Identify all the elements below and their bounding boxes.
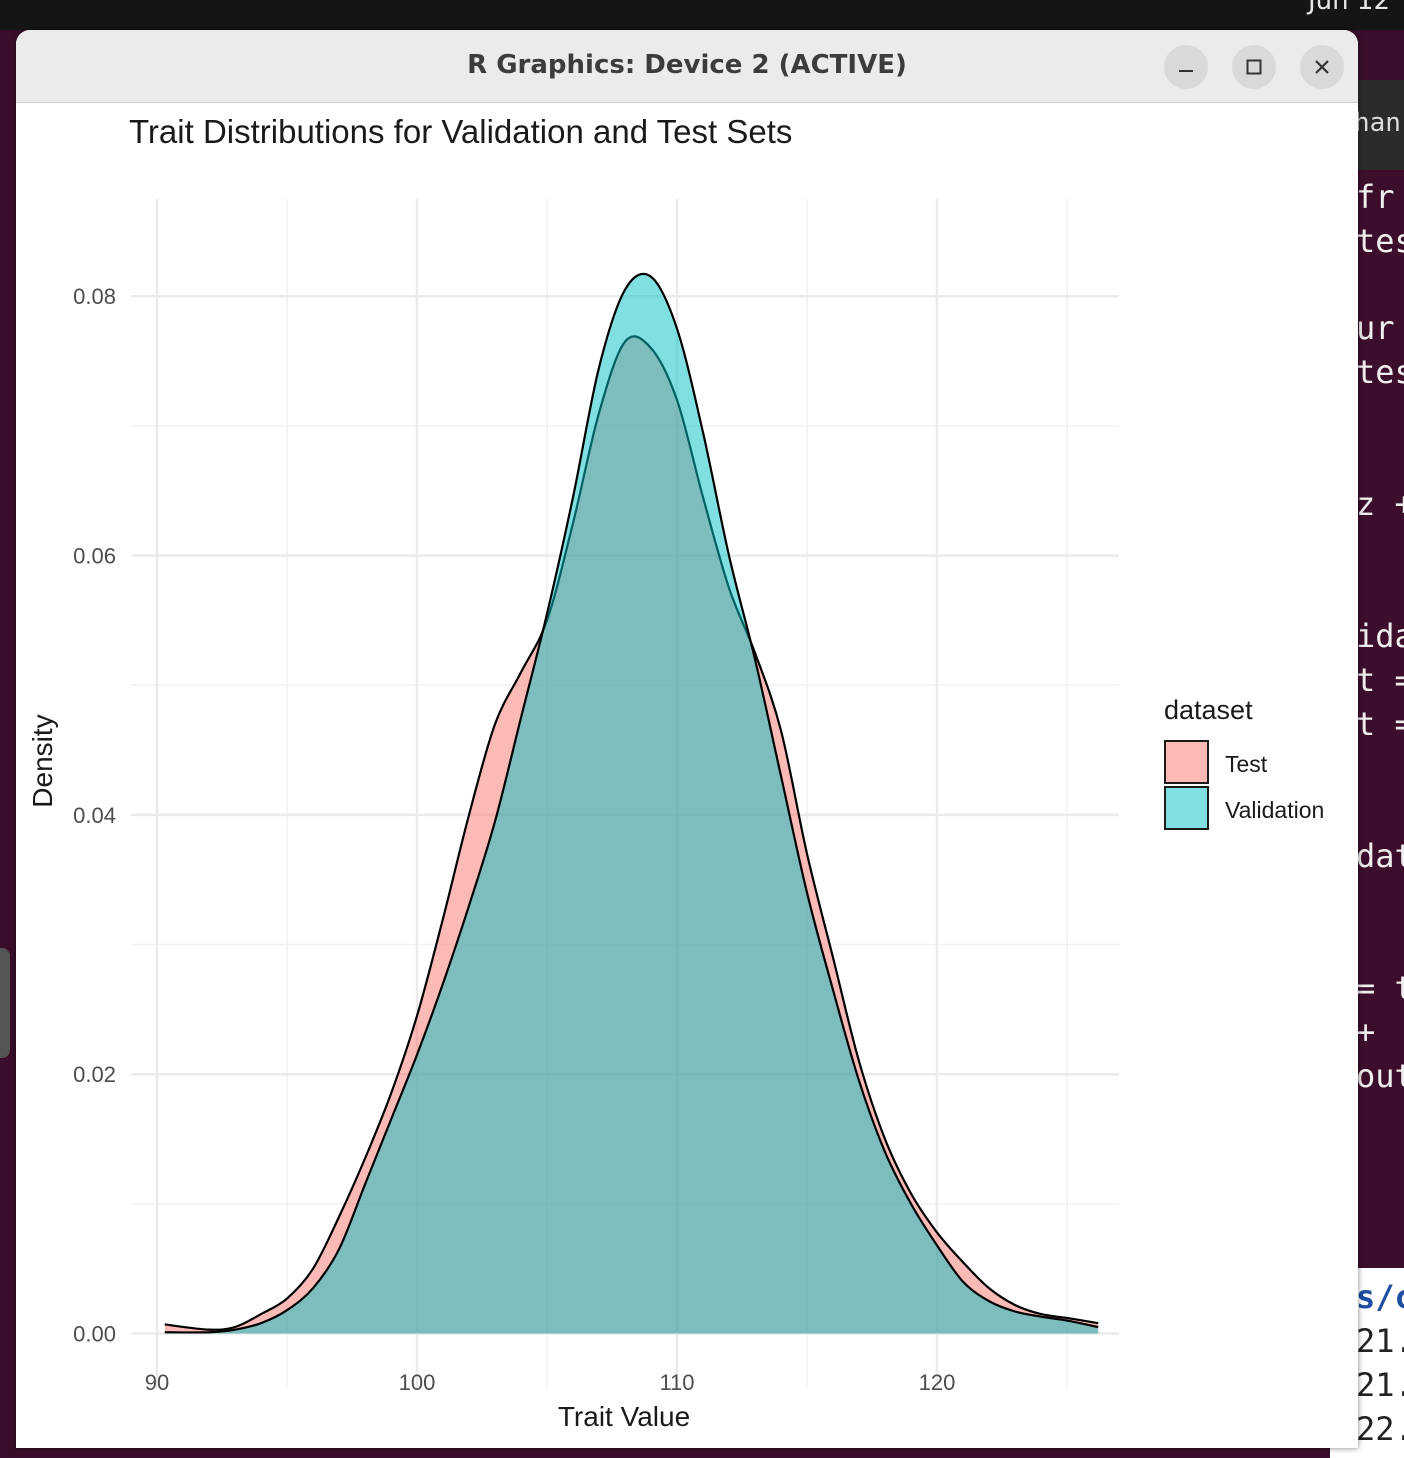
legend-label-validation: Validation	[1225, 797, 1324, 823]
chart-title: Trait Distributions for Validation and T…	[129, 113, 792, 150]
x-tick-label: 120	[919, 1370, 956, 1395]
density-chart: Trait Distributions for Validation and T…	[27, 113, 1324, 1432]
legend-key-validation	[1164, 786, 1209, 830]
terminal-line: 22.	[1356, 1410, 1404, 1448]
y-tick-label: 0.06	[73, 544, 116, 569]
series-layer	[164, 272, 1099, 1334]
terminal-line: ida	[1356, 617, 1404, 655]
minimize-icon	[1179, 70, 1193, 72]
clock[interactable]: Jun 12	[1308, 0, 1390, 16]
y-tick-label: 0.02	[73, 1062, 116, 1087]
y-tick-label: 0.04	[73, 803, 116, 828]
x-tick-label: 90	[145, 1370, 169, 1395]
legend: dataset Test Validation	[1164, 695, 1324, 830]
maximize-button[interactable]	[1232, 45, 1276, 89]
terminal-line: t =	[1356, 661, 1404, 699]
close-icon	[1315, 60, 1329, 74]
window-titlebar[interactable]: R Graphics: Device 2 (ACTIVE)	[16, 30, 1358, 103]
x-tick-label: 100	[399, 1370, 436, 1395]
terminal-line: t =	[1356, 705, 1404, 743]
x-tick-label: 110	[659, 1370, 694, 1395]
terminal-line: +	[1356, 1013, 1376, 1051]
terminal-line: tes	[1356, 222, 1404, 260]
terminal-line: dat	[1356, 837, 1404, 875]
plot-area: Trait Distributions for Validation and T…	[16, 103, 1358, 1448]
r-graphics-window: R Graphics: Device 2 (ACTIVE) Trait Dist…	[16, 30, 1358, 1448]
terminal-line: tes	[1356, 353, 1404, 391]
density-line-validation	[164, 272, 1099, 1334]
minimize-button[interactable]	[1164, 45, 1208, 89]
legend-key-test	[1164, 740, 1209, 784]
terminal-line: 21.	[1356, 1366, 1404, 1404]
terminal-line: ur	[1356, 309, 1395, 347]
terminal-line: fr	[1356, 178, 1395, 216]
maximize-icon	[1246, 59, 1262, 75]
window-title: R Graphics: Device 2 (ACTIVE)	[467, 50, 907, 80]
terminal-line: 21.	[1356, 1322, 1404, 1360]
y-tick-label: 0.08	[73, 284, 116, 309]
terminal-line: s/c	[1356, 1278, 1404, 1316]
terminal-line: = t	[1356, 969, 1404, 1007]
system-top-bar: Jun 12	[0, 0, 1404, 30]
terminal-tab-label[interactable]: han	[1354, 108, 1401, 138]
dock-edge[interactable]	[0, 948, 10, 1058]
x-axis-label: Trait Value	[558, 1401, 690, 1432]
legend-title: dataset	[1164, 695, 1253, 725]
y-tick-label: 0.00	[73, 1322, 116, 1347]
y-axis-label: Density	[27, 714, 58, 807]
terminal-line: out	[1356, 1057, 1404, 1095]
terminal-line: z +	[1356, 485, 1404, 523]
axes: Trait Distributions for Validation and T…	[27, 113, 955, 1432]
density-area-validation	[164, 273, 1099, 1334]
close-button[interactable]	[1300, 45, 1344, 89]
legend-label-test: Test	[1225, 751, 1268, 777]
